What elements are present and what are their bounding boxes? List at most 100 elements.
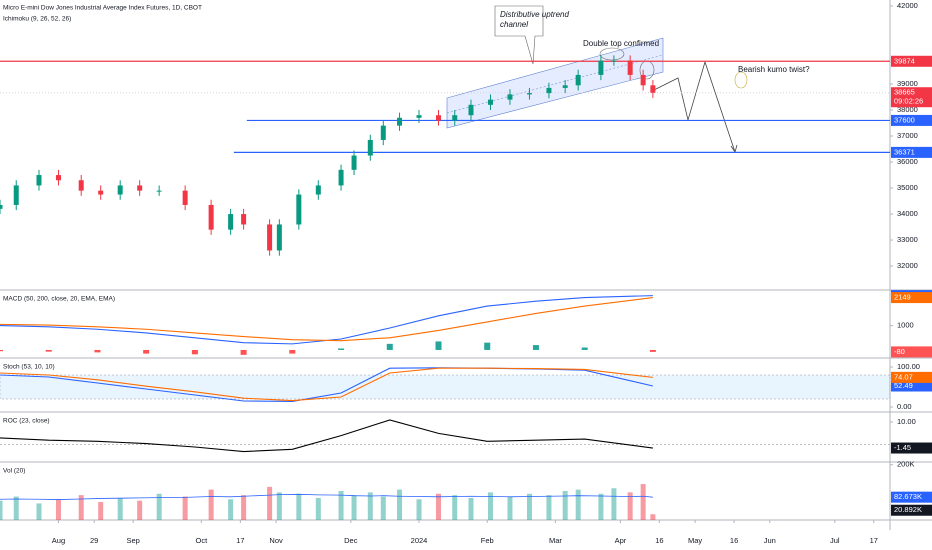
volume-bar [267, 486, 273, 520]
top-circle [599, 47, 625, 61]
volume-bar [526, 493, 532, 520]
candle-body [526, 93, 532, 95]
candle-body [208, 204, 214, 230]
channel-mid [446, 54, 664, 114]
value-badge-label: -1.45 [894, 443, 911, 452]
pane-title: Stoch (53, 10, 10) [3, 364, 55, 371]
series-line [0, 419, 653, 453]
histogram-bar [240, 349, 247, 355]
candle-body [598, 60, 604, 75]
level-badge [891, 114, 932, 126]
volume-bar [546, 495, 552, 520]
level-badge-label: 36371 [894, 147, 915, 156]
candle-body [267, 224, 273, 251]
candle-body [36, 175, 42, 186]
volume-bar [452, 495, 458, 520]
y-tick-label: 38000 [897, 105, 918, 114]
x-tick-label: Jun [764, 536, 776, 545]
y-tick-label: 1000 [897, 321, 914, 330]
countdown: 09:02:26 [894, 97, 923, 106]
volume-bar [137, 500, 143, 520]
histogram-bar [435, 341, 442, 350]
series-line [0, 297, 653, 342]
candle-body [367, 139, 373, 156]
x-tick-label: Jul [830, 536, 840, 545]
histogram-bar [45, 349, 52, 352]
volume-bar [36, 503, 42, 520]
volume-bar [276, 492, 282, 520]
annotation: Bearish kumo twist? [738, 65, 810, 74]
volume-bar [351, 495, 357, 520]
value-badge-label: 74.07 [894, 372, 913, 381]
x-tick-label: Aug [52, 536, 65, 545]
volume-bar [436, 493, 442, 520]
volume-bar [416, 499, 422, 520]
value-badge [891, 292, 932, 304]
volume-bar [296, 493, 302, 520]
volume-bar [117, 497, 123, 520]
y-tick-label: 37000 [897, 131, 918, 140]
volume-bar [598, 493, 604, 520]
x-tick-label: Oct [196, 536, 209, 545]
candle-body [182, 190, 188, 205]
histogram-bar [0, 349, 3, 352]
value-badge [891, 380, 932, 392]
level-badge-label: 39874 [894, 56, 915, 65]
volume-bar [156, 493, 162, 520]
twist-marker [734, 71, 748, 89]
volume-bar [611, 488, 617, 520]
y-tick-label: 39000 [897, 79, 918, 88]
channel [446, 37, 664, 129]
candle-body [137, 185, 143, 191]
indicator-label: Ichimoku (9, 26, 52, 26) [3, 16, 71, 23]
volume-bar [487, 492, 493, 520]
value-badge [891, 442, 932, 454]
volume-bar [241, 495, 247, 520]
level-badge-label: 37600 [894, 115, 915, 124]
x-tick-label: 16 [730, 536, 738, 545]
x-tick-label: Sep [126, 536, 139, 545]
volume-bar [315, 497, 321, 520]
candle-body [13, 185, 19, 205]
x-tick-label: Dec [344, 536, 358, 545]
y-tick-label: 100.00 [897, 362, 920, 371]
candle-body [241, 214, 247, 225]
last-price-label: 38665 [894, 88, 915, 97]
histogram-bar [649, 349, 656, 352]
histogram-bar [581, 347, 588, 350]
y-tick-label: 32000 [897, 261, 918, 270]
annotation: channel [500, 20, 528, 29]
candle-body [611, 60, 617, 62]
volume-bar [98, 502, 104, 520]
x-tick-label: Mar [549, 536, 562, 545]
histogram-bar [338, 348, 345, 350]
x-tick-label: 17 [236, 536, 244, 545]
x-tick-label: 2024 [411, 536, 428, 545]
candle-body [468, 104, 474, 116]
candle-body [627, 60, 633, 75]
y-tick-label: 34000 [897, 209, 918, 218]
volume-bar [13, 496, 19, 520]
volume-bar [468, 497, 474, 520]
candle-body [117, 185, 123, 195]
callout [494, 5, 544, 65]
y-tick-label: 33000 [897, 235, 918, 244]
candle-body [436, 115, 442, 121]
value-badge [891, 371, 932, 383]
candle-body [640, 74, 646, 86]
candle-body [397, 117, 403, 126]
volume-bar [627, 492, 633, 520]
y-tick-label: 42000 [897, 1, 918, 10]
histogram-bar [191, 349, 198, 355]
annotation: Distributive uptrend [500, 10, 569, 19]
candle-body [487, 99, 493, 105]
y-tick-label: 35000 [897, 183, 918, 192]
series-line [0, 367, 653, 402]
y-tick-label: 0.00 [897, 402, 912, 411]
candle-body [507, 94, 513, 100]
histogram-bar [532, 345, 539, 350]
volume-bar [397, 489, 403, 520]
x-tick-label: 17 [870, 536, 878, 545]
histogram-bar [289, 349, 296, 354]
